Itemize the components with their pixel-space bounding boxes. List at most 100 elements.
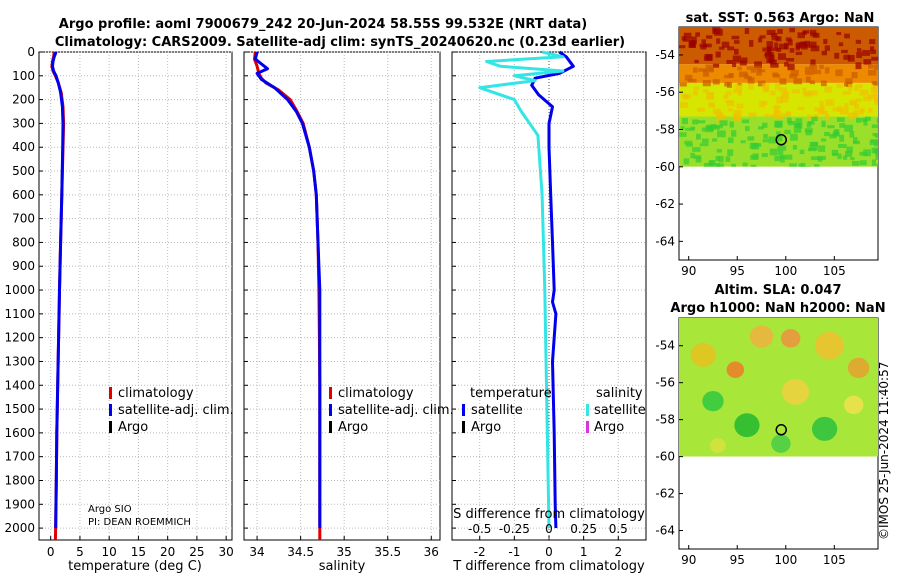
- sst-pixel: [871, 124, 878, 129]
- legend-swatch-climatology: [329, 387, 332, 399]
- series-satellite-adj-clim-: [253, 51, 322, 529]
- sst-pixel: [810, 45, 820, 52]
- depth-tick-label: 600: [12, 188, 35, 202]
- figure-title-line2: Climatology: CARS2009. Satellite-adj cli…: [55, 35, 625, 50]
- x-tick-label: 35.5: [374, 545, 401, 559]
- sst-pixel: [696, 133, 701, 140]
- credit-pi: PI: DEAN ROEMMICH: [88, 517, 191, 528]
- legend-label-argo: Argo: [338, 420, 368, 435]
- sst-pixel: [842, 91, 851, 95]
- s-diff-tick-label: -0.5: [468, 522, 491, 536]
- sst-pixel: [863, 149, 871, 157]
- sst-pixel: [731, 163, 736, 167]
- legend-swatch-t-argo: [462, 421, 465, 433]
- map-lat-label: -62: [655, 487, 675, 501]
- sst-pixel: [702, 70, 710, 77]
- legend-header-salinity: salinity: [596, 386, 643, 401]
- sst-pixel: [812, 64, 818, 70]
- x-tick-label: 0: [47, 545, 55, 559]
- sst-pixel: [859, 108, 865, 113]
- legend-label-climatology: climatology: [118, 386, 194, 401]
- sst-pixel: [728, 73, 733, 77]
- sst-pixel: [754, 61, 762, 69]
- sst-pixel: [786, 117, 792, 124]
- sst-pixel: [808, 41, 817, 48]
- sst-pixel: [867, 69, 877, 76]
- sst-pixel: [779, 154, 786, 160]
- x-tick-label: 15: [131, 545, 146, 559]
- sst-pixel: [698, 68, 707, 72]
- sst-pixel: [777, 28, 783, 34]
- sst-pixel: [845, 151, 853, 157]
- credit-org: Argo SIO: [88, 504, 132, 515]
- sst-pixel: [723, 94, 729, 99]
- sst-pixel: [821, 120, 826, 128]
- sst-pixel: [703, 162, 712, 167]
- sst-pixel: [763, 133, 768, 139]
- sst-pixel: [718, 155, 724, 163]
- sst-pixel: [768, 136, 777, 144]
- sst-pixel: [820, 138, 827, 142]
- sst-pixel: [793, 78, 803, 85]
- sst-pixel: [838, 143, 847, 148]
- sst-pixel: [690, 152, 695, 159]
- x-tick-label: 0: [545, 545, 553, 559]
- sst-pixel: [789, 27, 795, 33]
- sst-pixel: [798, 163, 803, 167]
- sst-pixel: [784, 62, 789, 67]
- map-lon-label: 95: [730, 553, 745, 567]
- sst-pixel: [740, 140, 746, 144]
- x-tick-label: 1: [580, 545, 588, 559]
- sst-pixel: [795, 43, 801, 51]
- sst-pixel: [685, 143, 693, 147]
- sst-pixel: [785, 111, 792, 117]
- depth-tick-label: 700: [12, 212, 35, 226]
- sst-pixel: [724, 81, 731, 87]
- sst-pixel: [862, 50, 871, 56]
- map-lon-label: 90: [681, 553, 696, 567]
- sst-pixel: [703, 43, 712, 48]
- sst-pixel: [776, 136, 783, 142]
- sst-pixel: [836, 32, 842, 36]
- sst-pixel: [750, 164, 757, 167]
- sst-pixel: [846, 146, 853, 153]
- sst-pixel: [732, 55, 742, 63]
- sst-pixel: [869, 39, 876, 45]
- sst-pixel: [751, 142, 760, 150]
- sst-pixel: [873, 82, 878, 86]
- sst-pixel: [774, 110, 781, 118]
- sst-pixel: [867, 93, 876, 100]
- sst-pixel: [778, 53, 786, 60]
- sst-pixel: [817, 155, 826, 160]
- sst-pixel: [687, 78, 697, 83]
- sst-pixel: [850, 157, 855, 161]
- sst-pixel: [874, 98, 878, 105]
- sst-pixel: [712, 138, 718, 142]
- sst-pixel: [803, 166, 812, 167]
- sla-anomaly-blob: [690, 342, 716, 367]
- sst-pixel: [685, 127, 694, 131]
- sst-pixel: [797, 106, 805, 110]
- sst-pixel: [721, 41, 730, 48]
- legend-label-s-argo: Argo: [594, 420, 624, 435]
- s-difference-ticks: -0.5 -0.25 0 0.25 0.5: [468, 522, 628, 536]
- sst-pixel: [715, 51, 721, 58]
- sst-pixel: [856, 48, 862, 52]
- depth-tick-label: 1300: [4, 354, 35, 368]
- sst-pixel: [736, 103, 744, 109]
- depth-tick-label: 1000: [4, 283, 35, 297]
- sst-pixel: [856, 117, 862, 123]
- difference-series: [478, 50, 575, 540]
- map-lat-label: -56: [655, 376, 675, 390]
- sst-pixel: [766, 41, 774, 48]
- sst-pixel: [752, 153, 759, 160]
- sst-pixel: [863, 96, 872, 102]
- sst-pixel: [851, 160, 860, 166]
- depth-tick-label: 200: [12, 93, 35, 107]
- sst-pixel: [778, 43, 788, 50]
- sst-pixel: [759, 100, 766, 108]
- series-satellite-adj-clim-: [51, 51, 65, 529]
- sst-pixel: [716, 163, 724, 167]
- sst-pixel: [706, 95, 715, 100]
